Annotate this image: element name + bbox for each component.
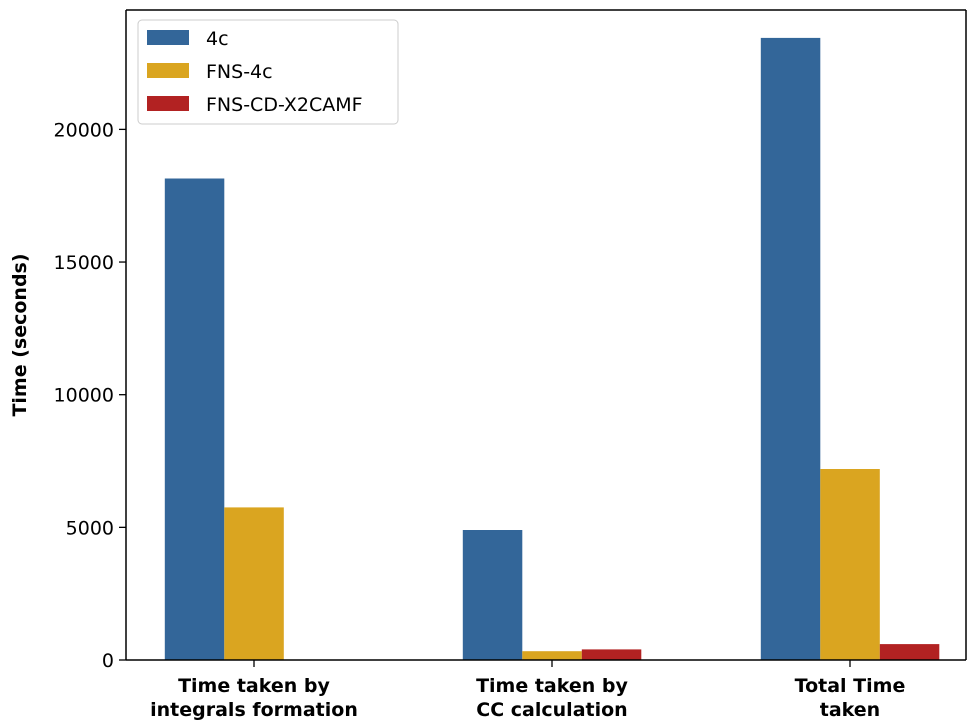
y-tick-label: 20000 bbox=[54, 119, 114, 141]
y-ticks-group: 0 5000 10000 15000 20000 bbox=[54, 119, 126, 672]
bar-4c-0 bbox=[164, 178, 225, 660]
bar-fns-cd-x2camf-1 bbox=[581, 649, 642, 660]
y-tick-label: 0 bbox=[102, 650, 114, 672]
y-tick-label: 15000 bbox=[54, 252, 114, 274]
legend: 4c FNS-4c FNS-CD-X2CAMF bbox=[137, 19, 399, 125]
legend-swatch bbox=[147, 30, 189, 45]
x-tick-label: Time taken by CC calculation bbox=[476, 675, 628, 721]
x-tick-label: Time taken by integrals formation bbox=[150, 675, 358, 721]
axes-group bbox=[125, 9, 967, 661]
bar-4c-2 bbox=[760, 37, 821, 660]
y-tick-label: 5000 bbox=[66, 517, 114, 539]
y-axis-label: Time (seconds) bbox=[9, 253, 31, 416]
legend-box bbox=[137, 19, 399, 125]
bar-fns-cd-x2camf-2 bbox=[879, 644, 940, 660]
legend-swatch bbox=[147, 63, 189, 78]
legend-swatch bbox=[147, 96, 189, 111]
legend-label: 4c bbox=[206, 28, 229, 50]
legend-label: FNS-CD-X2CAMF bbox=[206, 94, 363, 116]
bar-fns-4c-2 bbox=[820, 469, 880, 660]
x-tick-label: Total Time taken bbox=[795, 675, 906, 721]
legend-label: FNS-4c bbox=[206, 61, 273, 83]
bar-fns-4c-0 bbox=[224, 507, 284, 660]
x-ticks-group: Time taken by integrals formation Time tak… bbox=[150, 660, 905, 721]
bar-4c-1 bbox=[462, 530, 523, 660]
bar-fns-4c-1 bbox=[522, 651, 582, 660]
y-tick-label: 10000 bbox=[54, 385, 114, 407]
bars-group bbox=[164, 37, 940, 660]
